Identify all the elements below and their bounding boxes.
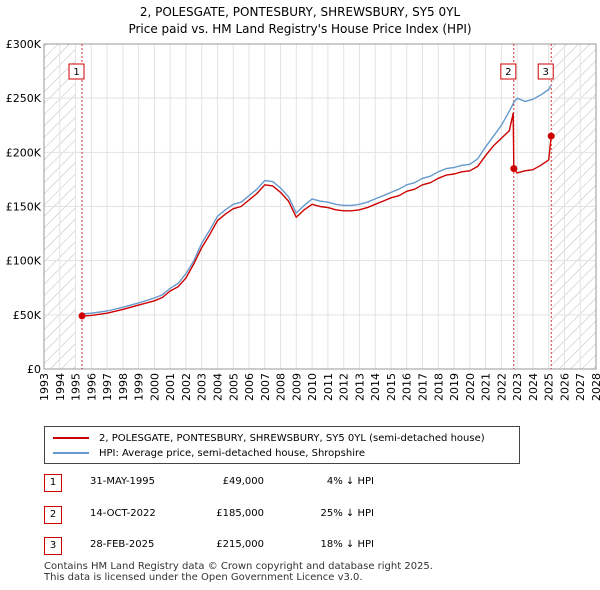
property-price-line — [81, 112, 552, 317]
x-tick-label: 1994 — [54, 373, 67, 401]
x-tick-label: 2025 — [543, 373, 556, 401]
x-tick-label: 2012 — [338, 373, 351, 401]
legend-item-hpi: HPI: Average price, semi-detached house,… — [53, 446, 365, 460]
sale-point — [510, 165, 518, 173]
legend: 2, POLESGATE, PONTESBURY, SHREWSBURY, SY… — [44, 426, 520, 464]
sale-hpi-delta: 18% ↓ HPI — [320, 539, 374, 550]
footer: Contains HM Land Registry data © Crown c… — [44, 561, 433, 583]
sale-label-text: 1 — [73, 67, 79, 78]
x-tick-label: 1993 — [38, 373, 51, 401]
x-tick-label: 2013 — [353, 373, 366, 401]
x-tick-label: 2009 — [290, 373, 303, 401]
x-tick-label: 1996 — [85, 373, 98, 401]
x-tick-label: 1995 — [70, 373, 83, 401]
x-tick-label: 2015 — [385, 373, 398, 401]
x-tick-label: 2000 — [148, 373, 161, 401]
y-tick-label: £200K — [6, 146, 42, 159]
sale-date: 14-OCT-2022 — [90, 508, 156, 519]
sale-price: £185,000 — [216, 508, 264, 519]
y-tick-label: £50K — [13, 309, 42, 322]
sale-point — [547, 132, 555, 140]
plot-border — [43, 43, 597, 370]
x-tick-label: 2005 — [227, 373, 240, 401]
x-tick-label: 1999 — [133, 373, 146, 401]
x-tick-label: 2027 — [574, 373, 587, 401]
x-tick-label: 2028 — [590, 373, 600, 401]
sale-label-box — [537, 63, 554, 80]
x-tick-label: 2020 — [464, 373, 477, 401]
x-tick-label: 2023 — [511, 373, 524, 401]
sale-price: £49,000 — [222, 476, 264, 487]
sale-hpi-delta: 4% ↓ HPI — [326, 476, 374, 487]
legend-item-property: 2, POLESGATE, PONTESBURY, SHREWSBURY, SY… — [53, 431, 485, 445]
sale-badge: 1 — [44, 474, 62, 492]
y-tick-label: £100K — [6, 255, 42, 268]
title-line-2: Price paid vs. HM Land Registry's House … — [128, 22, 472, 36]
x-tick-label: 2018 — [432, 373, 445, 401]
x-tick-label: 2007 — [259, 373, 272, 401]
x-tick-label: 2016 — [401, 373, 414, 401]
x-tick-label: 2014 — [369, 373, 382, 401]
sale-hpi-delta: 25% ↓ HPI — [320, 508, 374, 519]
x-tick-label: 2006 — [243, 373, 256, 401]
sale-badge: 2 — [44, 506, 62, 524]
sale-row: 2 14-OCT-2022 £185,000 25% ↓ HPI — [44, 506, 464, 524]
sale-date: 31-MAY-1995 — [90, 476, 156, 487]
sale-label-text: 3 — [543, 67, 549, 78]
sale-row: 3 28-FEB-2025 £215,000 18% ↓ HPI — [44, 537, 464, 555]
y-tick-label: £250K — [6, 92, 42, 105]
sale-label-box — [68, 63, 85, 80]
sale-label-box — [500, 63, 517, 80]
footer-line-1: Contains HM Land Registry data © Crown c… — [44, 561, 433, 572]
sale-badge: 3 — [44, 537, 62, 555]
x-tick-label: 2008 — [275, 373, 288, 401]
x-tick-label: 2011 — [322, 373, 335, 401]
footer-line-2: This data is licensed under the Open Gov… — [44, 572, 363, 583]
chart-title: 2, POLESGATE, PONTESBURY, SHREWSBURY, SY… — [0, 4, 600, 38]
sale-point — [78, 312, 86, 320]
sale-label-text: 2 — [505, 67, 511, 78]
x-tick-label: 2022 — [495, 373, 508, 401]
x-tick-label: 2024 — [527, 373, 540, 401]
sale-date: 28-FEB-2025 — [90, 539, 155, 550]
x-tick-label: 1998 — [117, 373, 130, 401]
legend-label-hpi: HPI: Average price, semi-detached house,… — [99, 447, 366, 459]
x-tick-label: 2003 — [196, 373, 209, 401]
hpi-line — [81, 84, 552, 315]
x-tick-label: 2017 — [417, 373, 430, 401]
sale-row: 1 31-MAY-1995 £49,000 4% ↓ HPI — [44, 474, 464, 492]
legend-swatch-hpi — [53, 452, 89, 454]
y-tick-label: £0 — [27, 363, 41, 376]
x-tick-label: 2004 — [211, 373, 224, 401]
y-tick-label: £150K — [6, 201, 42, 214]
x-tick-label: 2002 — [180, 373, 193, 401]
y-tick-label: £300K — [6, 38, 42, 51]
x-tick-label: 2019 — [448, 373, 461, 401]
x-tick-label: 2010 — [306, 373, 319, 401]
x-tick-label: 1997 — [101, 373, 114, 401]
title-line-1: 2, POLESGATE, PONTESBURY, SHREWSBURY, SY… — [139, 5, 461, 19]
x-tick-label: 2021 — [480, 373, 493, 401]
x-tick-label: 2026 — [558, 373, 571, 401]
x-tick-label: 2001 — [164, 373, 177, 401]
legend-swatch-property — [53, 437, 89, 439]
legend-label-property: 2, POLESGATE, PONTESBURY, SHREWSBURY, SY… — [99, 432, 485, 444]
sale-price: £215,000 — [216, 539, 264, 550]
